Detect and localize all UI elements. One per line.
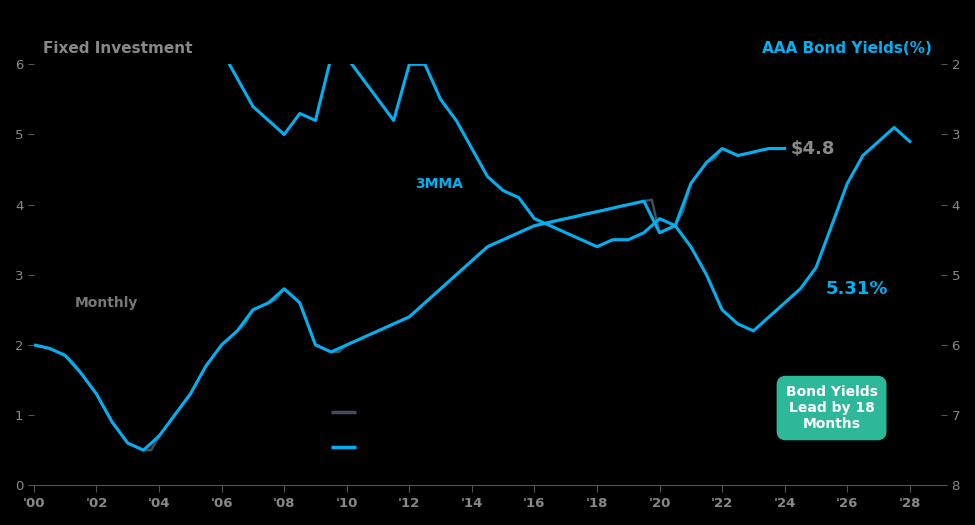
3MMA — [106, 419, 118, 425]
3MMA — [685, 181, 697, 187]
3MMA — [357, 335, 369, 341]
3MMA — [466, 258, 478, 264]
3MMA — [388, 321, 400, 327]
3MMA — [372, 328, 384, 334]
3MMA — [544, 219, 556, 225]
3MMA — [591, 208, 603, 215]
3MMA — [638, 198, 649, 204]
3MMA — [497, 237, 509, 243]
3MMA — [59, 352, 71, 359]
3MMA — [293, 300, 305, 306]
Monthly — [411, 307, 423, 313]
3MMA — [560, 215, 571, 222]
Monthly — [28, 342, 40, 348]
3MMA — [247, 307, 258, 313]
3MMA — [653, 229, 665, 236]
3MMA — [450, 271, 462, 278]
3MMA — [748, 149, 760, 155]
Text: 5.31%: 5.31% — [826, 280, 888, 298]
3MMA — [278, 286, 290, 292]
3MMA — [528, 223, 540, 229]
3MMA — [200, 363, 212, 369]
3MMA — [215, 342, 227, 348]
3MMA — [435, 286, 447, 292]
3MMA — [44, 345, 56, 352]
3MMA — [717, 145, 728, 152]
3MMA — [404, 314, 415, 320]
Text: $4.8: $4.8 — [791, 140, 836, 158]
3MMA — [622, 202, 634, 208]
3MMA — [231, 328, 243, 334]
Text: Bond Yields
Lead by 18
Months: Bond Yields Lead by 18 Months — [786, 385, 878, 431]
3MMA — [137, 447, 149, 453]
3MMA — [482, 244, 493, 250]
Monthly — [52, 349, 63, 355]
Monthly — [231, 328, 243, 334]
3MMA — [184, 391, 196, 397]
3MMA — [779, 145, 791, 152]
3MMA — [122, 440, 134, 446]
3MMA — [153, 433, 165, 439]
Text: AAA Bond Yields(%): AAA Bond Yields(%) — [762, 41, 932, 56]
3MMA — [701, 160, 713, 166]
3MMA — [169, 412, 180, 418]
Monthly — [614, 203, 626, 209]
3MMA — [763, 145, 775, 152]
Monthly — [83, 380, 95, 386]
Text: Fixed Investment: Fixed Investment — [43, 41, 192, 56]
Line: 3MMA: 3MMA — [34, 149, 785, 450]
3MMA — [75, 370, 87, 376]
Line: Monthly: Monthly — [34, 149, 785, 450]
3MMA — [419, 300, 431, 306]
Monthly — [779, 145, 791, 152]
3MMA — [91, 391, 102, 397]
3MMA — [310, 342, 322, 348]
3MMA — [341, 342, 353, 348]
Monthly — [137, 447, 149, 453]
3MMA — [513, 229, 525, 236]
3MMA — [28, 342, 40, 348]
3MMA — [732, 152, 744, 159]
3MMA — [606, 205, 618, 211]
Monthly — [717, 145, 728, 152]
Monthly — [466, 258, 478, 264]
3MMA — [670, 223, 682, 229]
Text: 3MMA: 3MMA — [415, 176, 463, 191]
3MMA — [575, 212, 587, 218]
3MMA — [262, 300, 274, 306]
3MMA — [326, 349, 337, 355]
Text: Monthly: Monthly — [74, 296, 137, 310]
